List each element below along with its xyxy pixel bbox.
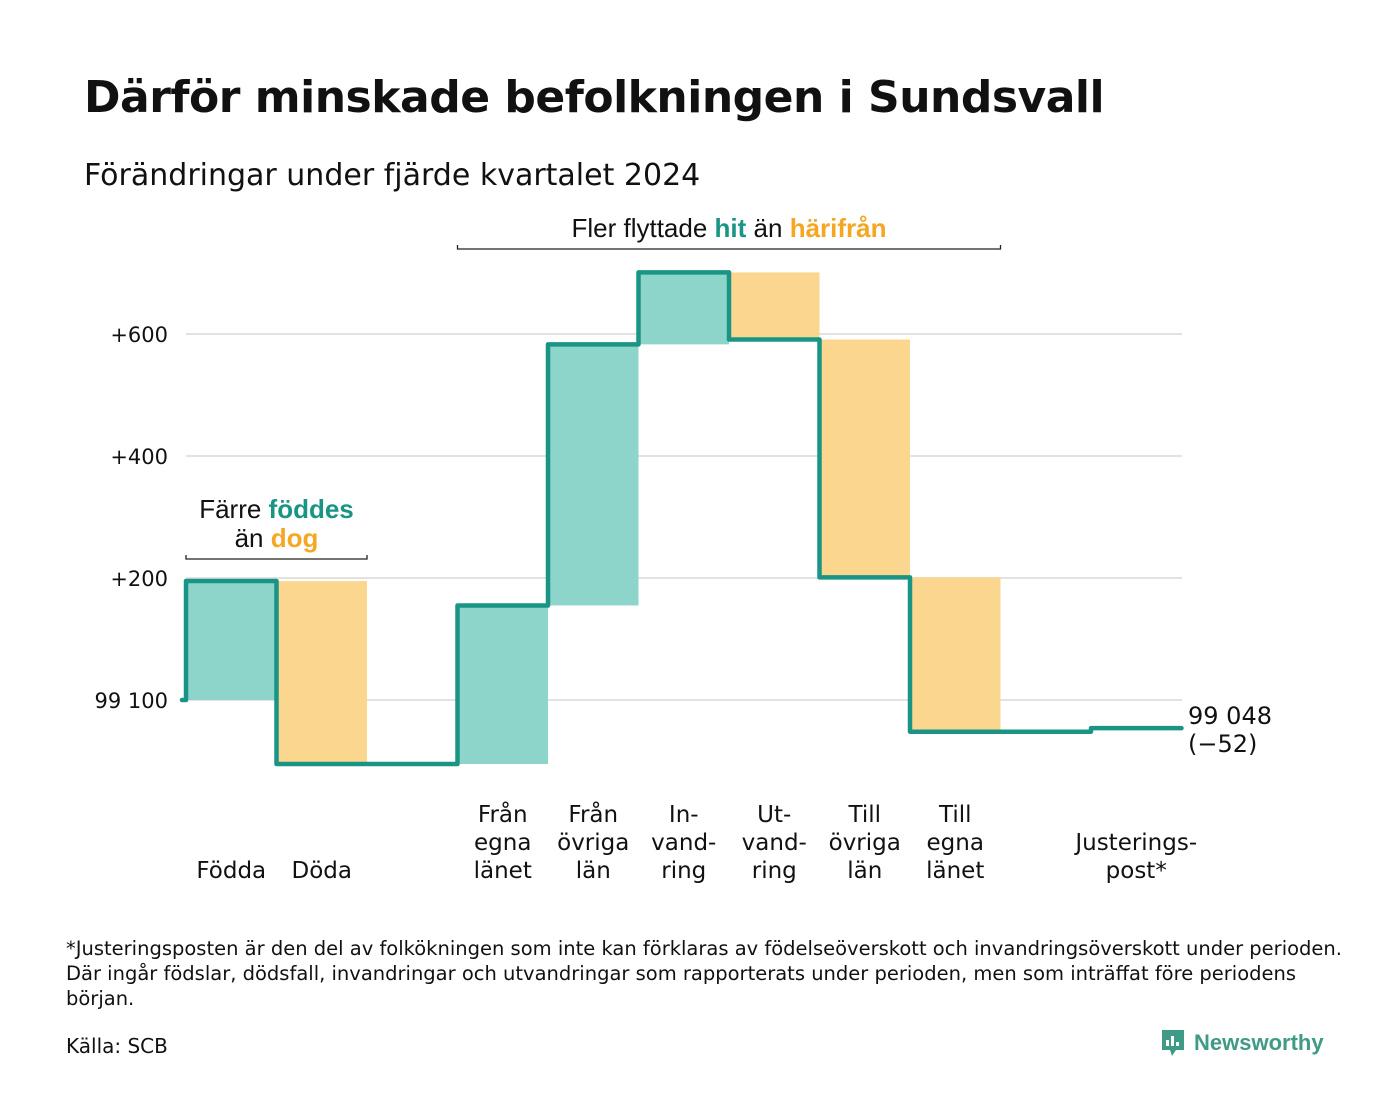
category-label-line: övriga xyxy=(829,830,901,856)
line-layer xyxy=(179,270,1184,767)
category-label-line: Från xyxy=(478,800,528,828)
bar-increase xyxy=(638,272,729,345)
bar-increase xyxy=(186,581,277,700)
annotation-text-part: föddes xyxy=(269,494,354,524)
annotation-text-part: dog xyxy=(271,523,319,553)
page-title: Därför minskade befolkningen i Sundsvall xyxy=(84,72,1105,123)
category-label-line: Till xyxy=(847,802,881,828)
category-label: Döda xyxy=(292,858,352,884)
grid-layer: 99 100 +200 +400 +600 xyxy=(95,323,1182,713)
category-label-line: Döda xyxy=(292,858,352,884)
footnote: *Justeringsposten är den del av folkökni… xyxy=(66,937,1342,1010)
y-tick-label: +200 xyxy=(110,567,168,591)
y-tick-label: +600 xyxy=(110,323,168,347)
annotation-text-part: Fler flyttade xyxy=(571,213,714,243)
category-label-line: länet xyxy=(474,858,532,884)
annotation-bracket xyxy=(456,245,1002,250)
category-label-line: vand- xyxy=(651,830,716,856)
category-label-line: egna xyxy=(474,830,531,856)
category-label: Från övriga län xyxy=(557,800,629,884)
annotation-text: Färre föddes xyxy=(199,494,354,524)
annotation-text-part: Färre xyxy=(199,494,268,524)
category-label-line: ring xyxy=(661,858,706,884)
category-label-line: länet xyxy=(926,858,984,884)
category-label-line: län xyxy=(847,858,882,884)
category-label: Justerings-post* xyxy=(1073,830,1197,884)
category-label: Till egna länet xyxy=(926,802,984,884)
category-label: Ut-vand-ring xyxy=(742,802,807,884)
bar-decrease xyxy=(819,339,910,578)
source-label: Källa: SCB xyxy=(66,1034,168,1058)
bar-decrease xyxy=(910,577,1001,732)
end-change-label: (−52) xyxy=(1188,730,1257,758)
step-line xyxy=(179,270,1184,767)
category-label-line: Födda xyxy=(196,858,266,884)
category-label-line: ring xyxy=(752,858,797,884)
brand-logo: Newsworthy xyxy=(1160,1028,1324,1058)
category-label: Födda xyxy=(196,858,266,884)
bar-decrease xyxy=(729,272,820,340)
brand-name: Newsworthy xyxy=(1194,1030,1324,1055)
bar-decrease xyxy=(276,581,367,765)
category-label-line: Ut- xyxy=(757,802,791,828)
bar-layer xyxy=(186,272,1001,765)
category-label-line: Justerings- xyxy=(1073,830,1197,856)
annotation-text-part: än xyxy=(746,213,789,243)
category-label: Till övriga län xyxy=(829,802,901,884)
page-subtitle: Förändringar under fjärde kvartalet 2024 xyxy=(84,158,701,193)
category-label-line: Till xyxy=(938,802,972,828)
annotation-text-part: hit xyxy=(715,213,747,243)
category-label-line: Från xyxy=(568,800,618,828)
category-label-line: egna xyxy=(927,830,984,856)
annotation-text-part: än xyxy=(235,523,271,553)
bar-increase xyxy=(457,605,548,765)
category-label-line: län xyxy=(576,858,611,884)
annotation-text: än dog xyxy=(235,523,319,553)
category-label: In-vand-ring xyxy=(651,802,716,884)
y-tick-label: +400 xyxy=(110,445,168,469)
end-value-label: 99 048 xyxy=(1188,702,1272,730)
category-label-line: post* xyxy=(1106,858,1167,884)
category-label-line: vand- xyxy=(742,830,807,856)
annotation-bracket xyxy=(185,555,368,560)
category-label-line: övriga xyxy=(557,830,629,856)
annotation-text-part: härifrån xyxy=(790,213,887,243)
category-label: Från egna länet xyxy=(474,800,532,884)
annotation-text: Fler flyttade hit än härifrån xyxy=(571,213,886,243)
category-label-line: In- xyxy=(669,802,699,828)
bar-increase xyxy=(548,344,639,606)
y-tick-label: 99 100 xyxy=(95,689,168,713)
newsworthy-logo-icon xyxy=(1162,1030,1184,1056)
